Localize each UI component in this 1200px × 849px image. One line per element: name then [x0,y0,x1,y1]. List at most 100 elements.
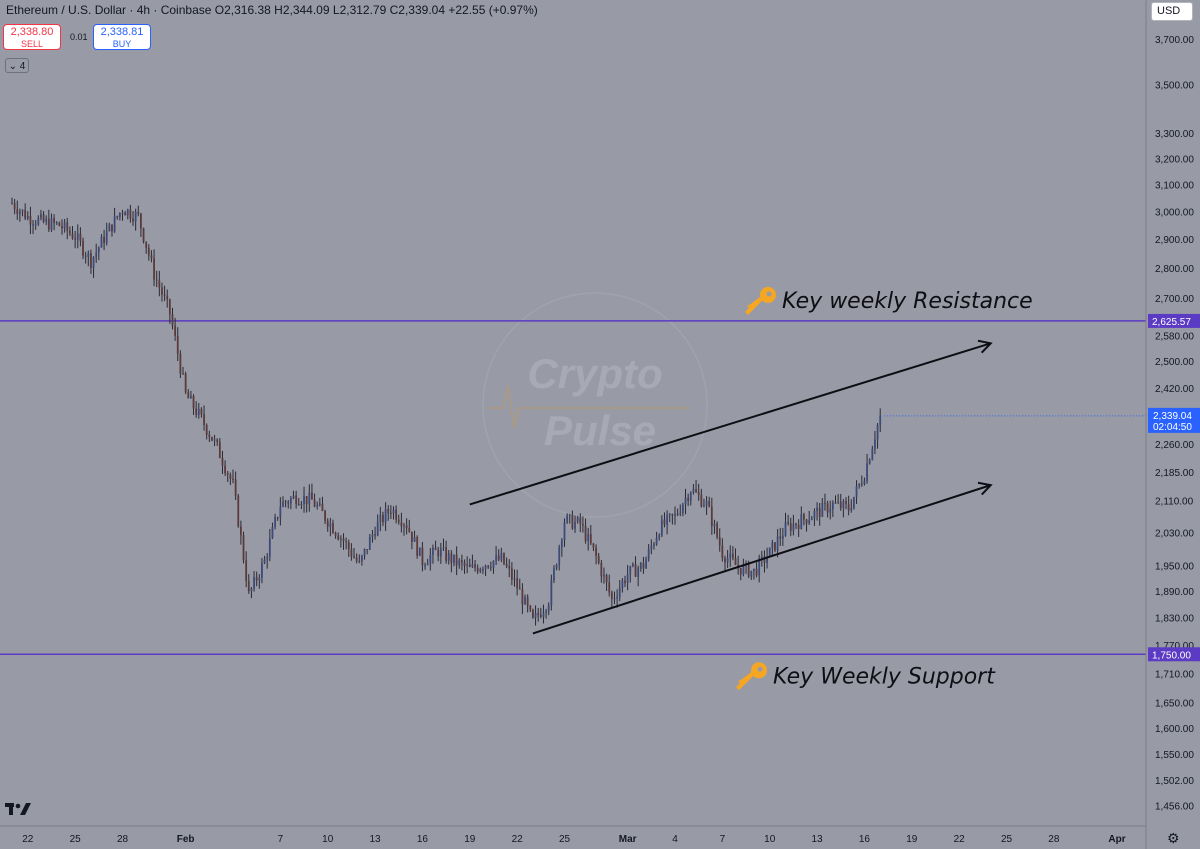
candle [663,512,666,528]
currency-select[interactable]: USD [1151,2,1193,21]
candle [813,508,816,526]
candle-body [526,597,529,606]
candle [584,518,587,544]
candle-body [724,558,726,563]
candle-body [226,473,229,475]
candle [161,282,163,302]
candle [140,212,142,237]
candle [445,540,448,564]
settings-gear-icon[interactable]: ⚙ [1167,830,1180,846]
candle-body [161,287,163,295]
candle-body [339,538,342,540]
candle [605,573,608,591]
candle-body [800,514,803,529]
price-tick-label: 2,500.00 [1155,357,1194,368]
candle-body [666,515,669,525]
candle-body [387,508,390,513]
candle [182,366,184,375]
candle [158,270,161,297]
candle-body [703,505,705,507]
lower-trend-arrow[interactable] [532,481,993,635]
candle [221,450,224,475]
candle [776,529,779,558]
candle [831,500,834,517]
candle [876,423,879,449]
candle-body [79,233,82,241]
candle [237,493,240,528]
collapse-indicators-button[interactable]: ⌄ 4 [5,58,29,73]
candle [13,198,16,215]
candle-body [21,209,24,212]
candle-body [447,553,450,561]
candle [600,560,603,583]
candle-body [476,567,479,572]
symbol-title[interactable]: Ethereum / U.S. Dollar · 4h · Coinbase [6,3,212,17]
candle-body [721,545,724,559]
time-axis[interactable]: 22 25 28 Feb 7 10 13 16 19 22 25 Mar 4 7 10 13 16 19 22 25 2… [22,834,1125,845]
watermark-logo: Crypto Pulse [482,292,708,518]
candle [587,527,590,551]
candle [205,423,208,440]
candle [753,568,755,580]
candle-body [837,501,840,503]
candle-body [521,589,524,605]
candle [408,519,411,533]
candle-body [618,588,621,597]
candle [547,602,550,616]
candle-body [739,568,742,575]
candle [90,249,92,274]
candle-body [211,436,213,441]
candle [92,256,95,278]
candle-body [774,542,776,551]
candle [190,390,192,399]
candle [16,200,19,220]
candle [695,480,697,493]
candle-body [58,222,61,226]
candle [537,607,540,622]
candle [555,563,558,571]
sell-button[interactable]: 2,338.80 SELL [3,24,61,50]
candle [616,589,619,608]
candle [111,224,113,237]
time-tick-label: 7 [720,834,726,845]
candle-body [668,514,671,516]
candle-body [563,522,566,541]
candle-body [771,542,774,548]
candle-body [203,414,205,426]
candle [321,496,324,512]
candle-body [455,554,458,566]
price-tick-label: 2,030.00 [1155,528,1194,539]
time-tick-label: 16 [417,834,429,845]
candle [526,594,529,613]
candle [374,526,376,540]
candle-body [508,566,511,569]
candle-body [645,559,647,569]
candle [413,530,416,542]
candle-body [468,564,471,567]
candle-body [84,255,87,257]
candle-body [313,499,316,507]
candle [653,541,655,550]
candle [411,531,413,550]
candle-body [334,533,337,536]
candle [329,517,332,537]
time-tick-label: 19 [464,834,476,845]
candle [153,249,155,287]
candle-body [466,564,469,566]
candle [624,575,626,588]
candle [395,505,398,524]
buy-button[interactable]: 2,338.81 BUY [93,24,151,50]
price-axis[interactable]: 3,700.00 3,500.00 3,300.00 3,200.00 3,100.00… [1155,35,1194,812]
candle [282,496,284,508]
candle-body [858,483,861,487]
upper-trend-arrow[interactable] [469,339,993,506]
price-tick-label: 1,770.00 [1155,641,1194,652]
candle [824,493,826,511]
candle-body [74,238,77,240]
candle-body [845,501,847,504]
candle-body [826,503,829,513]
price-tick-label: 1,650.00 [1155,699,1194,710]
chevron-down-icon: ⌄ [8,61,18,72]
candle-body [605,575,608,583]
